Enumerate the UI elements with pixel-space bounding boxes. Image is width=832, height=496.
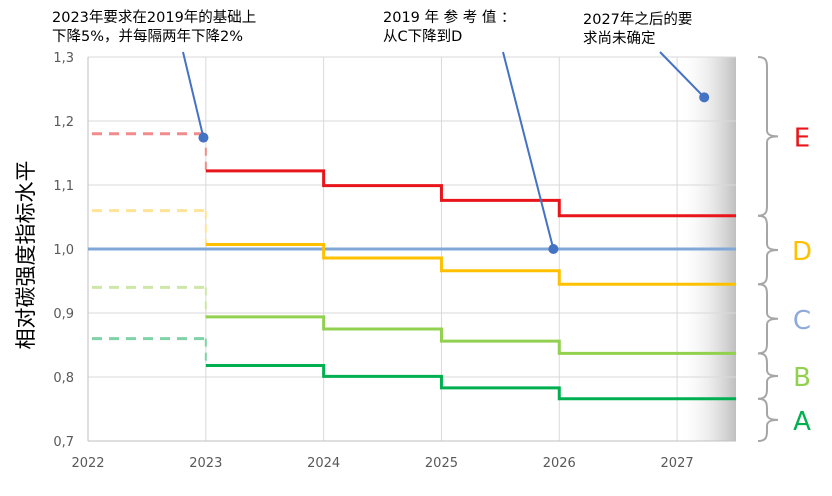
y-tick-label: 1,1	[53, 179, 74, 194]
y-tick-label: 0,8	[53, 371, 74, 386]
band-label-C: C	[793, 306, 811, 336]
band-bracket	[757, 283, 779, 355]
band-label-A: A	[793, 407, 811, 437]
annotation-text: 2023年要求在2019年的基础上	[52, 9, 256, 26]
annotation-text: 求尚未确定	[583, 30, 656, 47]
band-brackets: E D CBA	[757, 56, 812, 442]
y-axis-label: 相对碳强度指标水平	[14, 161, 38, 350]
band-bracket	[757, 214, 779, 286]
y-tick-label: 1,2	[53, 115, 74, 130]
band-bracket	[757, 56, 779, 217]
band-bracket	[757, 352, 779, 400]
x-tick-label: 2023	[189, 456, 222, 471]
band-label-B: B	[793, 363, 811, 393]
band-label-D: D	[792, 237, 812, 267]
y-tick-label: 1,3	[53, 51, 74, 66]
series-lines	[205, 169, 736, 401]
series-line-D	[205, 243, 736, 286]
band-bracket	[757, 397, 779, 442]
annotation-text: 下降5%，并每隔两年下降2%	[52, 28, 243, 45]
y-tick-label: 1,0	[53, 243, 74, 258]
x-tick-label: 2027	[661, 456, 694, 471]
annotation-leader	[659, 51, 705, 99]
series-line-E	[205, 169, 736, 218]
annotation-text: 2019 年 参 考 值 ：	[383, 9, 515, 26]
annotation-marker	[699, 92, 710, 103]
y-tick-label: 0,9	[53, 307, 74, 322]
annotation-text: 从C下降到D	[383, 28, 462, 45]
annotation-leader	[502, 51, 555, 250]
annotation-marker	[198, 132, 209, 143]
x-tick-label: 2026	[543, 456, 576, 471]
annotation-leader	[182, 51, 205, 138]
y-tick-label: 0,7	[53, 435, 74, 450]
annotation-text: 2027年之后的要	[583, 11, 692, 28]
band-label-E: E	[794, 123, 810, 153]
x-tick-label: 2025	[425, 456, 458, 471]
pre2023-dashed-lines	[92, 132, 207, 366]
series-line-B	[205, 363, 736, 401]
tick-labels: 0,7 0,8 0,9 1,0 1,1 1,2 1,3 2022 2023 2024 2025 202…	[53, 51, 693, 471]
x-tick-label: 2022	[71, 456, 104, 471]
annotation-marker	[548, 244, 559, 254]
x-tick-label: 2024	[307, 456, 340, 471]
series-line-C	[205, 315, 736, 355]
